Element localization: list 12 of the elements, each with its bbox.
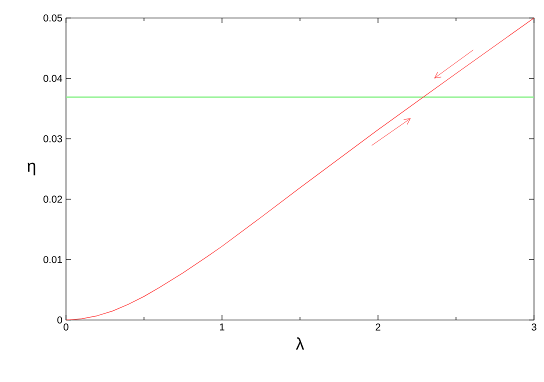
y-tick-label: 0	[57, 316, 62, 324]
y-tick-label: 0.05	[43, 14, 62, 22]
y-tick-label: 0.01	[43, 256, 62, 264]
x-tick-label: 1	[220, 324, 224, 330]
y-axis-title: η	[28, 162, 36, 176]
x-tick-label: 2	[376, 324, 380, 330]
x-axis-title: λ	[296, 337, 304, 350]
y-tick-label: 0.04	[43, 74, 62, 82]
x-tick-label: 0	[64, 324, 68, 331]
y-tick-label: 0.03	[43, 135, 62, 142]
x-tick-label: 3	[532, 324, 536, 331]
y-tick-label: 0.02	[43, 196, 62, 203]
